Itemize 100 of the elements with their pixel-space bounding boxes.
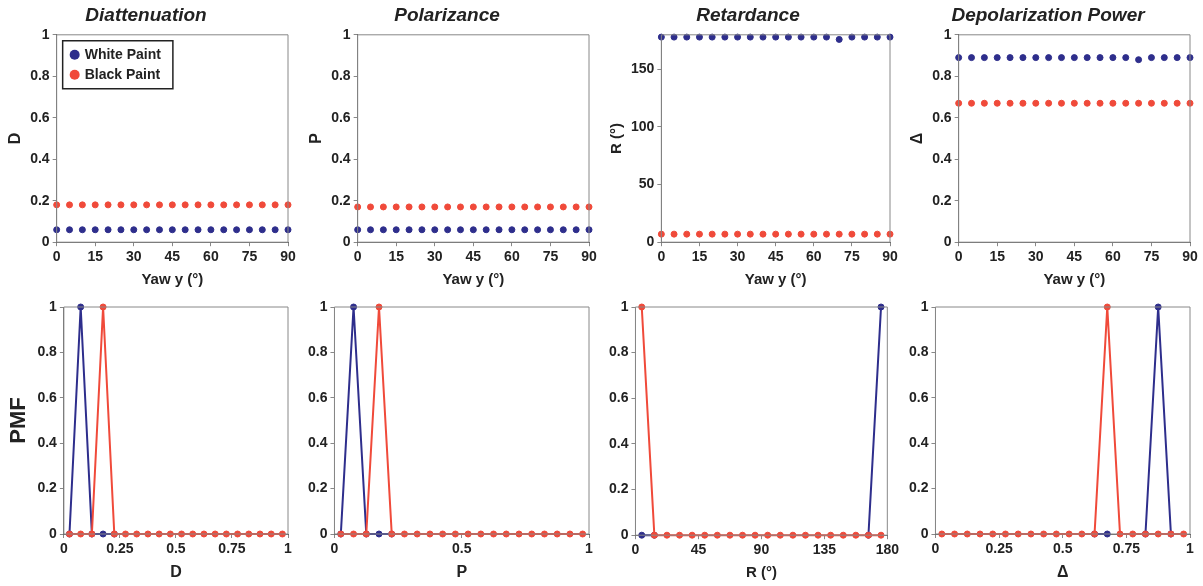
y-tick-label: 1 [319, 297, 328, 314]
y-tick-label: 0.4 [330, 150, 351, 167]
y-tick-label: 0.4 [608, 434, 629, 451]
x-tick-label: 0 [353, 248, 362, 265]
x-tick-label: 90 [753, 541, 769, 558]
y-tick-label: 0.8 [330, 67, 351, 84]
y-tick-label: 0 [41, 233, 50, 250]
y-tick-label: 0.2 [37, 479, 58, 496]
y-axis-title: Δ [908, 132, 926, 145]
y-tick-label: 0.6 [932, 108, 953, 125]
y-tick-label: 0 [620, 526, 629, 543]
y-tick-label: 0.8 [608, 343, 629, 360]
x-tick-label: 75 [542, 248, 559, 265]
x-tick-label: 60 [1105, 248, 1122, 265]
x-tick-label: 0.25 [106, 540, 134, 557]
x-tick-label: 60 [503, 248, 520, 265]
y-tick-label: 150 [630, 60, 655, 77]
x-tick-label: 30 [426, 248, 443, 265]
y-tick-label: 0.8 [932, 67, 953, 84]
x-axis-title: R (°) [745, 563, 777, 581]
x-tick-label: 0.5 [166, 540, 186, 557]
x-tick-label: 45 [465, 248, 482, 265]
x-axis-title: Δ [1057, 562, 1069, 580]
x-tick-label: 0.5 [1053, 540, 1073, 557]
x-axis-title: D [170, 562, 182, 580]
x-tick-label: 60 [805, 248, 822, 265]
x-tick-label: 75 [1143, 248, 1160, 265]
y-tick-label: 0.8 [37, 343, 58, 360]
y-tick-label: 0.6 [608, 389, 629, 406]
y-tick-label: 1 [342, 25, 351, 42]
y-tick-label: 0.6 [909, 388, 929, 405]
x-tick-label: 135 [812, 541, 836, 558]
y-tick-label: 100 [630, 117, 655, 134]
chart-title: Depolarization Power [951, 3, 1147, 25]
x-tick-label: 0.25 [985, 540, 1014, 557]
x-axis-title: Yaw y (°) [442, 270, 505, 288]
legend-label: Black Paint [84, 65, 161, 82]
y-tick-label: 0 [646, 233, 655, 250]
x-tick-label: 180 [875, 541, 899, 558]
x-tick-label: 60 [203, 248, 219, 265]
y-tick-label: 0 [920, 524, 929, 541]
x-tick-label: 45 [164, 248, 181, 265]
y-tick-label: 0.2 [30, 191, 50, 208]
x-axis-title: Yaw y (°) [141, 270, 204, 288]
legend-label: White Paint [84, 45, 162, 62]
y-tick-label: 0.2 [932, 191, 953, 208]
y-tick-label: 0 [49, 524, 58, 541]
x-tick-label: 15 [87, 248, 104, 265]
x-tick-label: 0.75 [1112, 540, 1141, 557]
chart-title: Diattenuation [85, 3, 207, 25]
x-tick-label: 90 [1182, 248, 1199, 265]
x-tick-label: 0.75 [218, 540, 246, 557]
x-tick-label: 45 [767, 248, 784, 265]
x-tick-label: 30 [1028, 248, 1045, 265]
y-tick-label: 0.6 [330, 108, 351, 125]
chart-title: Polarizance [393, 3, 500, 25]
y-tick-label: 1 [41, 25, 50, 42]
y-tick-label: 0 [342, 233, 351, 250]
x-axis-title: Yaw y (°) [744, 270, 807, 288]
y-tick-label: 0.8 [307, 343, 328, 360]
y-tick-label: 0.6 [307, 388, 328, 405]
x-tick-label: 90 [280, 248, 296, 265]
x-tick-label: 0 [955, 248, 964, 265]
x-tick-label: 90 [580, 248, 597, 265]
y-tick-label: 1 [620, 297, 629, 314]
y-tick-label: 1 [920, 297, 929, 314]
x-tick-label: 75 [843, 248, 860, 265]
y-tick-label: 0.2 [307, 479, 328, 496]
x-tick-label: 15 [691, 248, 707, 265]
x-tick-label: 45 [1066, 248, 1083, 265]
y-tick-label: 1 [944, 25, 953, 42]
x-tick-label: 0.5 [451, 540, 472, 557]
x-tick-label: 15 [989, 248, 1006, 265]
x-axis-title: Yaw y (°) [1043, 270, 1106, 288]
y-tick-label: 0.8 [30, 67, 50, 84]
y-tick-label: 0 [944, 233, 953, 250]
y-tick-label: 0.2 [608, 480, 629, 497]
y-tick-label: 0.2 [330, 191, 351, 208]
y-tick-label: 50 [638, 175, 655, 192]
y-tick-label: 0.4 [307, 434, 328, 451]
y-tick-label: 0 [319, 524, 328, 541]
x-tick-label: 30 [729, 248, 746, 265]
y-axis-title: PMF [5, 397, 31, 444]
y-tick-label: 0.4 [30, 150, 50, 167]
y-tick-label: 0.6 [37, 388, 58, 405]
x-tick-label: 1 [1186, 540, 1195, 557]
x-axis-title: P [456, 562, 468, 580]
y-axis-title: R (°) [606, 123, 624, 154]
y-axis-title: D [6, 132, 24, 145]
y-tick-label: 0.4 [932, 150, 953, 167]
y-tick-label: 0.8 [909, 343, 929, 360]
y-tick-label: 1 [49, 297, 58, 314]
chart-title: Retardance [695, 3, 800, 25]
y-tick-label: 0.6 [30, 108, 50, 125]
y-tick-label: 0.2 [909, 479, 929, 496]
x-tick-label: 90 [881, 248, 898, 265]
x-tick-label: 45 [690, 541, 706, 558]
y-tick-label: 0.4 [37, 434, 58, 451]
x-tick-label: 75 [241, 248, 258, 265]
x-tick-label: 30 [125, 248, 142, 265]
